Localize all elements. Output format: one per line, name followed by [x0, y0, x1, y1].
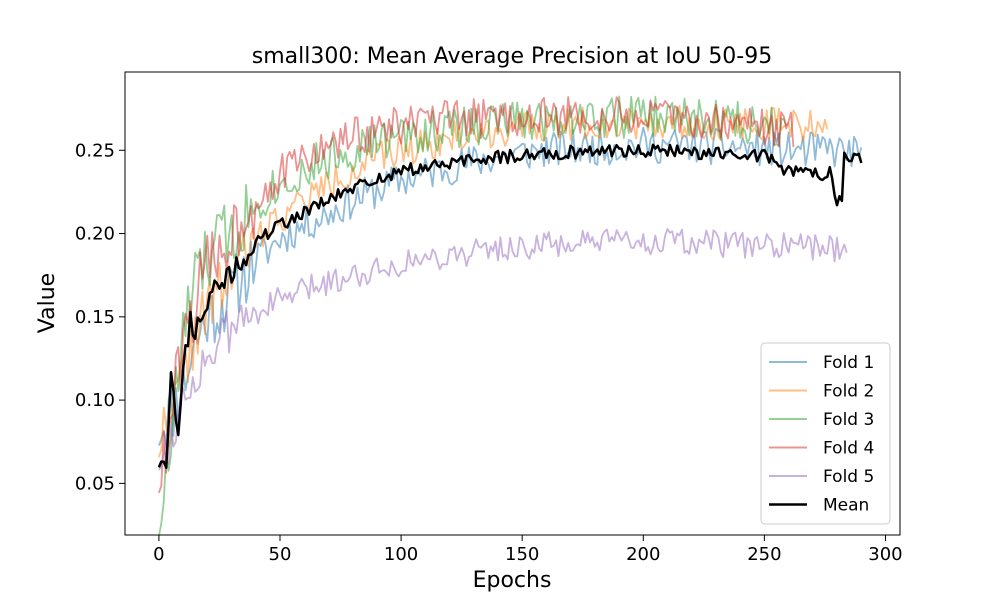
series-line-fold-5	[158, 228, 848, 471]
y-tick-label: 0.10	[75, 390, 115, 411]
x-tick-label: 50	[269, 544, 292, 565]
plot-frame	[124, 71, 901, 536]
y-tick-label: 0.05	[75, 473, 115, 494]
series-line-mean	[157, 143, 863, 469]
series-line-fold-4	[158, 96, 795, 494]
x-tick-label: 250	[747, 544, 781, 565]
plot-area	[157, 95, 863, 535]
legend-label: Fold 4	[823, 439, 874, 459]
y-tick-label: 0.15	[75, 307, 115, 328]
x-tick-label: 0	[153, 544, 164, 565]
legend-box	[760, 342, 891, 525]
x-tick-label: 150	[505, 544, 539, 565]
x-axis: 0 50 100 150 200 250 300	[153, 535, 903, 565]
legend-label: Fold 3	[823, 410, 874, 430]
legend-label: Mean	[823, 496, 869, 516]
x-tick-label: 300	[868, 544, 902, 565]
y-tick-label: 0.20	[75, 224, 115, 245]
y-axis: 0.05 0.10 0.15 0.20 0.25	[75, 140, 125, 494]
x-tick-label: 200	[626, 544, 660, 565]
legend-label: Fold 5	[823, 467, 874, 487]
x-tick-label: 100	[384, 544, 418, 565]
legend-label: Fold 1	[823, 353, 874, 373]
legend-label: Fold 2	[823, 382, 874, 402]
chart-title: small300: Mean Average Precision at IoU …	[252, 44, 773, 69]
legend: Fold 1 Fold 2 Fold 3 Fold 4 Fold 5 Mean	[760, 342, 891, 525]
x-axis-label: Epochs	[473, 568, 552, 593]
y-tick-label: 0.25	[75, 140, 115, 161]
y-axis-label: Value	[35, 273, 60, 333]
